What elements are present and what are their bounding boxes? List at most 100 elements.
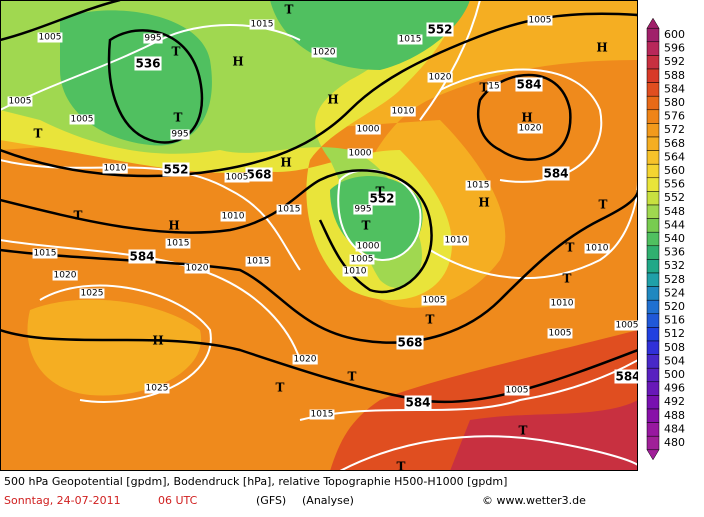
colorbar-swatch xyxy=(646,259,660,274)
colorbar-swatch xyxy=(646,354,660,369)
colorbar-swatch xyxy=(646,123,660,138)
colorbar-label: 480 xyxy=(664,436,685,449)
footer-time: 06 UTC xyxy=(158,494,198,507)
colorbar-label: 592 xyxy=(664,55,685,68)
pressure-label: 15 xyxy=(488,82,499,92)
pressure-label-box xyxy=(184,263,210,274)
colorbar-swatch xyxy=(646,218,660,233)
colorbar-swatch xyxy=(646,327,660,342)
colorbar-label: 560 xyxy=(664,164,685,177)
colorbar-swatch xyxy=(646,340,660,355)
colorbar-label: 500 xyxy=(664,368,685,381)
low-marker: T xyxy=(397,460,406,474)
pressure-label-box xyxy=(245,256,271,267)
geopotential-label: 584 xyxy=(615,370,640,384)
geopotential-label-box xyxy=(426,22,454,37)
pressure-label-box xyxy=(397,34,423,45)
colorbar-swatch xyxy=(646,27,660,43)
colorbar-label: 536 xyxy=(664,246,685,259)
colorbar-label: 484 xyxy=(664,422,685,435)
pressure-label: 1015 xyxy=(278,205,301,215)
colorbar-swatch xyxy=(646,408,660,423)
colorbar-swatch xyxy=(646,367,660,383)
colorbar-label: 532 xyxy=(664,259,685,272)
pressure-label-box xyxy=(102,163,128,174)
low-marker: T xyxy=(276,381,285,395)
geopotential-label-box xyxy=(134,56,162,71)
pressure-label: 1000 xyxy=(357,125,380,135)
footer-credit: © www.wetter3.de xyxy=(482,494,586,507)
geopotential-label: 552 xyxy=(427,23,452,37)
low-marker: T xyxy=(362,219,371,233)
pressure-label: 1015 xyxy=(247,257,270,267)
pressure-label-box xyxy=(465,180,491,191)
colorbar-swatch xyxy=(646,313,660,328)
pressure-label: 1020 xyxy=(519,124,542,134)
colorbar-swatch xyxy=(646,55,660,70)
colorbar-swatch xyxy=(646,381,660,396)
pressure-label: 1015 xyxy=(251,20,274,30)
pressure-label-box xyxy=(421,295,447,306)
colorbar-label: 508 xyxy=(664,341,685,354)
pressure-label-box xyxy=(309,409,335,420)
colorbar-swatch xyxy=(646,150,660,165)
field-zone xyxy=(60,10,212,146)
colorbar-label: 492 xyxy=(664,395,685,408)
colorbar-label: 596 xyxy=(664,42,685,55)
pressure-label-box xyxy=(487,81,501,92)
pressure-label-box xyxy=(32,248,58,259)
pressure-label-box xyxy=(427,72,453,83)
colorbar-swatch xyxy=(646,272,660,287)
pressure-label: 1020 xyxy=(54,271,77,281)
field-zone xyxy=(450,400,638,471)
colorbar-label: 528 xyxy=(664,273,685,286)
pressure-label: 1015 xyxy=(311,410,334,420)
pressure-label-box xyxy=(355,241,381,252)
low-marker: T xyxy=(563,272,572,286)
colorbar-swatch xyxy=(646,177,660,192)
low-marker: T xyxy=(174,111,183,125)
high-marker: H xyxy=(232,55,243,69)
colorbar-label: 488 xyxy=(664,409,685,422)
low-marker: T xyxy=(566,241,575,255)
pressure-label-box xyxy=(527,15,553,26)
pressure-label-box xyxy=(144,383,170,394)
geopotential-label-box xyxy=(614,369,638,384)
colorbar-swatch xyxy=(646,422,660,437)
pressure-label-box xyxy=(224,172,250,183)
pressure-label: 995 xyxy=(171,130,188,140)
colorbar-label: 600 xyxy=(664,28,685,41)
geopotential-label: 584 xyxy=(129,250,154,264)
geopotential-label: 568 xyxy=(397,336,422,350)
colorbar-label: 520 xyxy=(664,300,685,313)
colorbar-label: 564 xyxy=(664,150,685,163)
colorbar-arrow-top xyxy=(646,17,660,29)
pressure-label-box xyxy=(549,298,575,309)
high-marker: H xyxy=(168,219,179,233)
pressure-label-box xyxy=(37,32,63,43)
pressure-label-box xyxy=(547,328,573,339)
colorbar-label: 544 xyxy=(664,218,685,231)
pressure-label: 1005 xyxy=(506,386,529,396)
pressure-label-box xyxy=(276,204,302,215)
colorbar-swatch xyxy=(646,82,660,97)
low-marker: T xyxy=(376,185,385,199)
pressure-label: 1015 xyxy=(167,239,190,249)
colorbar-arrow-bottom xyxy=(646,449,660,461)
pressure-label: 1005 xyxy=(71,115,94,125)
footer-title: 500 hPa Geopotential [gpdm], Bodendruck … xyxy=(4,475,507,488)
pressure-label: 1010 xyxy=(104,164,127,174)
pressure-label-box xyxy=(7,96,33,107)
pressure-label-box xyxy=(355,124,381,135)
pressure-label-box xyxy=(52,270,78,281)
low-marker: T xyxy=(519,424,528,438)
colorbar-label: 496 xyxy=(664,382,685,395)
pressure-label: 1010 xyxy=(445,236,468,246)
colorbar-label: 588 xyxy=(664,69,685,82)
colorbar-label: 540 xyxy=(664,232,685,245)
pressure-label: 1020 xyxy=(313,48,336,58)
low-marker: T xyxy=(74,209,83,223)
colorbar-label: 580 xyxy=(664,96,685,109)
colorbar-swatch xyxy=(646,41,660,56)
